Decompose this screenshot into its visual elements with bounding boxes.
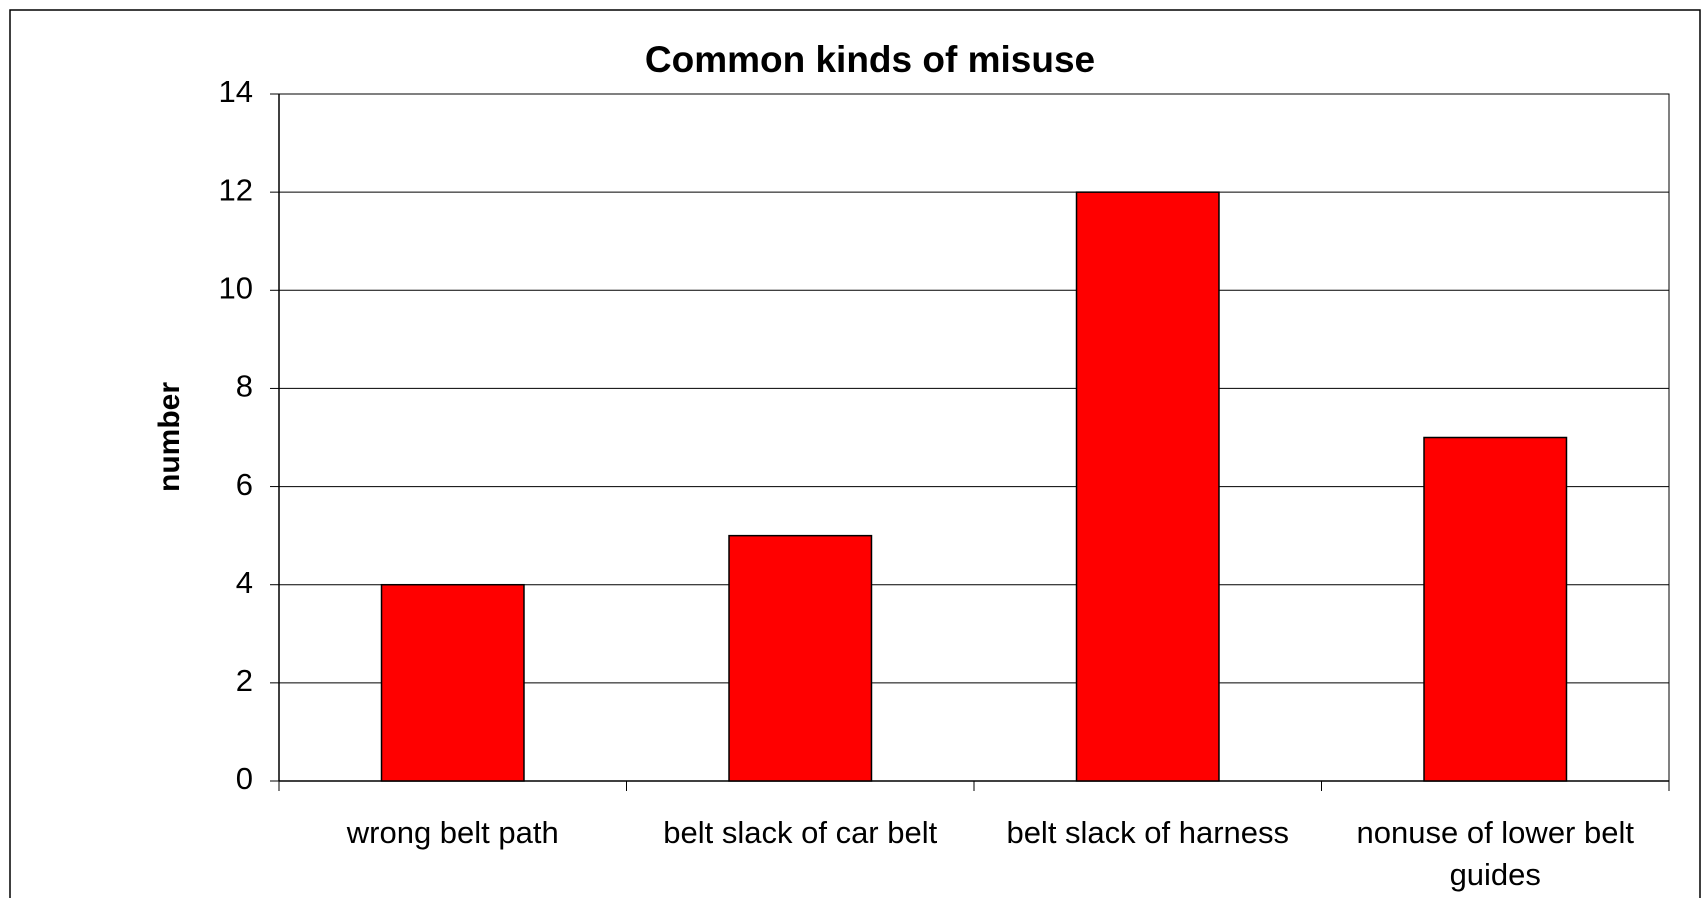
y-tick-label: 12 — [219, 172, 253, 207]
x-tick-label: nonuse of lower belt guides — [1356, 815, 1634, 892]
y-tick-label: 6 — [236, 467, 253, 502]
y-tick-label: 4 — [236, 565, 253, 600]
chart-frame — [9, 9, 1701, 898]
x-tick-label: belt slack of harness — [1006, 815, 1290, 850]
chart-title: Common kinds of misuse — [645, 39, 1095, 80]
y-tick-label: 2 — [236, 663, 253, 698]
y-tick-label: 14 — [219, 74, 253, 109]
bar — [1075, 191, 1220, 782]
x-tick-label: wrong belt path — [346, 815, 559, 850]
bar — [380, 583, 525, 782]
bar — [1423, 436, 1568, 782]
x-tick-label: belt slack of car belt — [663, 815, 938, 850]
y-tick-label: 8 — [236, 369, 253, 404]
y-tick-label: 10 — [219, 270, 253, 305]
y-axis-label: number — [153, 382, 186, 492]
y-tick-label: 0 — [236, 761, 253, 796]
bar — [728, 534, 873, 782]
